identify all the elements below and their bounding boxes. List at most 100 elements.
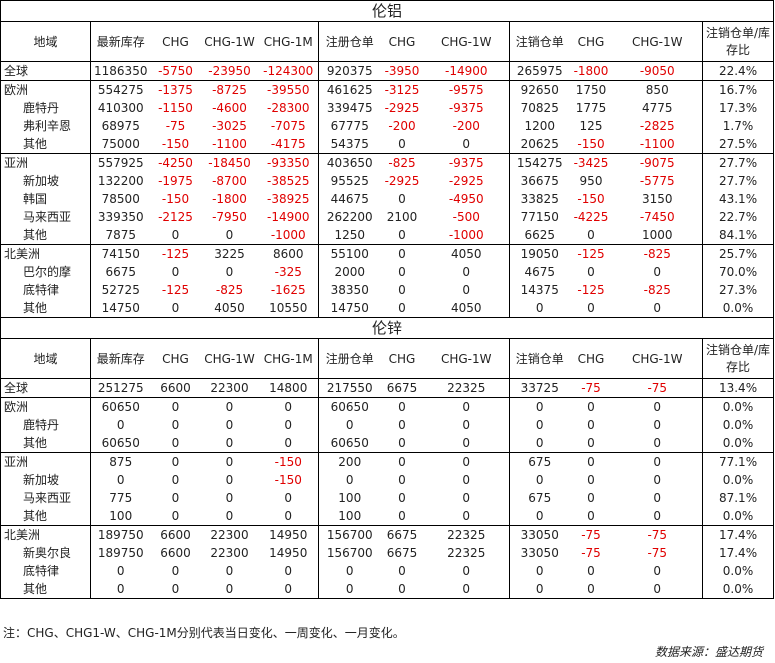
table-row: 欧洲 60650 0 0 0 60650 0 0 0 0 0 0.0% (0, 397, 775, 416)
registered-chg-cell: 0 (380, 507, 424, 526)
registered-chg-1w-cell: -4950 (423, 190, 510, 208)
data-source: 数据来源：盛达期货 (654, 645, 763, 659)
cancelled-chg-cell: -150 (577, 192, 605, 206)
chg-cell: 0 (171, 473, 180, 487)
table-row: 新奥尔良 189750 6600 22300 14950 156700 6675 22325 3… (0, 544, 775, 562)
cancelled-chg-1w-cell: -825 (612, 281, 703, 299)
registered-chg-cell: 6675 (386, 528, 418, 542)
table-row: 其他 100 0 0 0 100 0 0 0 0 0 0.0% (0, 507, 775, 526)
column-header-row: 地域 最新库存 CHG CHG-1W CHG-1M 注册仓单 CHG CHG-1W 注销仓单 CH… (0, 338, 775, 379)
registered-chg-cell: 0 (398, 418, 406, 432)
chg-1w-cell: -23950 (200, 61, 259, 81)
table-title-row: 伦铝 (0, 0, 775, 22)
table-row: 北美洲 74150 -125 3225 8600 55100 0 4050 19050 -125-… (0, 244, 775, 263)
registered-chg-cell: 0 (398, 247, 406, 261)
registered-chg-1w-cell: 22325 (423, 525, 510, 544)
inventory-table: 伦铝地域 最新库存 CHG CHG-1W CHG-1M 注册仓单 CHG CHG-1W 注销仓单… (0, 0, 775, 599)
chg-1w-cell: 22300 (210, 528, 249, 542)
cancelled-chg-1w-cell: 3150 (612, 190, 703, 208)
cancelled-chg-1w-cell: -1100 (612, 135, 703, 154)
registered-warrant-cell: 217550 (318, 378, 381, 398)
cancelled-chg-cell: 950 (579, 174, 603, 188)
chg-1m-cell: -39550 (258, 80, 319, 99)
chg-1w-cell: 0 (225, 455, 234, 469)
cancel-ratio-cell: 77.1% (702, 452, 775, 471)
cancel-ratio-cell: 0.0% (702, 471, 775, 489)
chg-cell: -1975 (158, 174, 193, 188)
table-row: 其他 14750 0 4050 10550 14750 0 4050 0 0 0 0.0% (0, 299, 775, 318)
chg-1w-cell: 0 (225, 400, 234, 414)
cancel-ratio-cell: 0.0% (702, 299, 775, 318)
registered-warrant-cell: 920375 (318, 61, 381, 81)
column-header-cancelled-chg-1w: CHG-1W (612, 338, 703, 379)
cancelled-warrant-cell: 265975 (509, 61, 570, 81)
registered-warrant-cell: 403650 (326, 156, 373, 170)
cancelled-chg-1w-cell: 0 (612, 580, 703, 599)
cancel-ratio-cell: 16.7% (702, 80, 775, 99)
latest-stock-cell: 78500 (101, 192, 140, 206)
column-header-chg-1m: CHG-1M (258, 21, 319, 62)
registered-warrant-cell: 461625 (326, 83, 373, 97)
cancel-ratio-cell: 27.3% (702, 281, 775, 299)
cancelled-warrant-cell: 0 (535, 564, 544, 578)
registered-warrant-cell: 100 (338, 491, 362, 505)
table-title: 伦锌 (0, 317, 775, 339)
cancelled-chg-cell: 0 (569, 226, 613, 245)
registered-warrant-cell: 0 (318, 580, 381, 599)
chg-cell: 0 (171, 455, 180, 469)
latest-stock-cell: 557925 (97, 156, 144, 170)
chg-cell: 0 (171, 400, 180, 414)
region-name-cell: 底特律 (0, 562, 91, 580)
column-header-chg-1w: CHG-1W (200, 338, 259, 379)
table-row: 马来西亚 775 0 0 0 100 0 0 675 0 0 87.1% (0, 489, 775, 507)
chg-1m-cell: 0 (258, 416, 319, 434)
cancelled-chg-1w-cell: 0 (612, 471, 703, 489)
registered-chg-cell: 0 (398, 192, 406, 206)
column-header-region: 地域 (0, 338, 91, 379)
chg-1w-cell: 0 (200, 507, 259, 526)
chg-1w-cell: -1100 (200, 135, 259, 154)
latest-stock-cell: 74150 (101, 247, 140, 261)
table-row: 其他 75000 -150 -1100 -4175 54375 0 0 20625 -150 -11… (0, 135, 775, 154)
latest-stock-cell: 60650 (90, 434, 151, 453)
chg-cell: 0 (150, 299, 201, 318)
region-name-cell: 全球 (0, 378, 91, 398)
column-header-latest-stock: 最新库存 (90, 21, 151, 62)
column-header-latest-stock: 最新库存 (90, 338, 151, 379)
registered-warrant-cell: 0 (345, 473, 354, 487)
registered-chg-1w-cell: 4050 (423, 299, 510, 318)
chg-cell: -75 (165, 119, 186, 133)
registered-chg-cell: 0 (398, 473, 406, 487)
latest-stock-cell: 875 (109, 455, 133, 469)
cancelled-warrant-cell: 33725 (509, 378, 570, 398)
latest-stock-cell: 775 (109, 491, 133, 505)
registered-chg-1w-cell: 0 (423, 397, 510, 416)
registered-chg-1w-cell: -1000 (423, 226, 510, 245)
cancelled-warrant-cell: 0 (535, 473, 544, 487)
latest-stock-cell: 0 (90, 580, 151, 599)
chg-1w-cell: -1800 (212, 192, 247, 206)
chg-1m-cell: -7075 (258, 117, 319, 135)
chg-1w-cell: 3225 (214, 247, 245, 261)
registered-chg-1w-cell: -2925 (423, 172, 510, 190)
cancelled-chg-1w-cell: 0 (612, 397, 703, 416)
region-name-cell: 其他 (0, 507, 91, 526)
column-header-registered-chg: CHG (380, 21, 424, 62)
chg-1m-cell: -124300 (258, 61, 319, 81)
latest-stock-cell: 0 (116, 564, 125, 578)
column-header-cancel-ratio: 注销仓单/库存比 (702, 21, 775, 62)
registered-warrant-cell: 339475 (326, 101, 373, 115)
cancelled-chg-cell: -75 (581, 546, 601, 560)
chg-1w-cell: 0 (200, 226, 259, 245)
registered-warrant-cell: 156700 (326, 546, 373, 560)
cancelled-warrant-cell: 0 (535, 400, 544, 414)
cancelled-warrant-cell: 0 (509, 580, 570, 599)
registered-chg-1w-cell: -14900 (423, 61, 510, 81)
cancelled-chg-cell: 0 (587, 564, 595, 578)
cancelled-warrant-cell: 154275 (516, 156, 563, 170)
chg-cell: 0 (171, 265, 180, 279)
registered-chg-1w-cell: 0 (423, 489, 510, 507)
region-name-cell: 其他 (0, 580, 91, 599)
column-header-registered-chg-1w: CHG-1W (423, 21, 510, 62)
cancelled-chg-1w-cell: 1000 (612, 226, 703, 245)
